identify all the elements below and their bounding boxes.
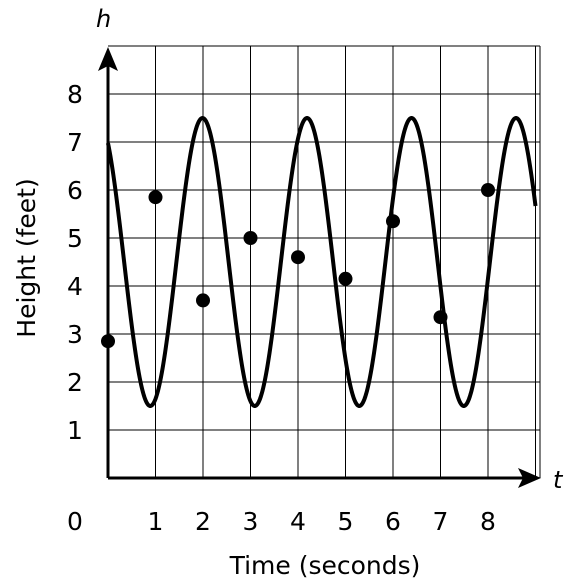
y-axis-arrow <box>98 47 118 71</box>
sinusoid-curve <box>106 116 538 408</box>
y-tick-label: 6 <box>67 176 83 205</box>
y-axis-label: Height (feet) <box>12 178 41 337</box>
data-point <box>433 310 448 325</box>
x-tick-label: 8 <box>480 507 496 536</box>
y-tick-label: 7 <box>67 128 83 157</box>
data-point <box>481 183 495 197</box>
origin-label: 0 <box>67 507 83 536</box>
curve-layer <box>106 116 538 408</box>
y-tick-label: 8 <box>67 80 83 109</box>
x-tick-label: 6 <box>385 507 401 536</box>
x-tick-label: 5 <box>338 507 354 536</box>
data-point <box>338 271 353 286</box>
axes <box>98 47 541 488</box>
x-tick-label: 2 <box>195 507 211 536</box>
x-tick-label: 1 <box>148 507 164 536</box>
y-tick-label: 1 <box>67 416 83 445</box>
y-tick-label: 3 <box>67 320 83 349</box>
y-tick-label: 4 <box>67 272 83 301</box>
data-point <box>291 250 305 265</box>
x-axis-variable: t <box>553 466 564 494</box>
x-axis-arrow <box>518 468 541 488</box>
y-tick-label: 5 <box>67 224 83 253</box>
x-axis-label: Time (seconds) <box>229 551 421 580</box>
data-point <box>101 334 115 349</box>
x-tick-label: 4 <box>290 507 306 536</box>
y-tick-label: 2 <box>67 368 83 397</box>
data-point <box>196 293 210 308</box>
points-layer <box>101 183 495 349</box>
grid <box>108 45 541 478</box>
x-tick-label: 7 <box>433 507 449 536</box>
data-point <box>386 214 400 229</box>
x-tick-label: 3 <box>243 507 259 536</box>
y-axis-variable: h <box>96 5 111 33</box>
data-point <box>243 231 258 245</box>
tick-labels: 1 2 3 4 5 6 7 8 1 2 3 4 5 6 7 8 <box>67 80 496 536</box>
data-point <box>148 190 163 205</box>
